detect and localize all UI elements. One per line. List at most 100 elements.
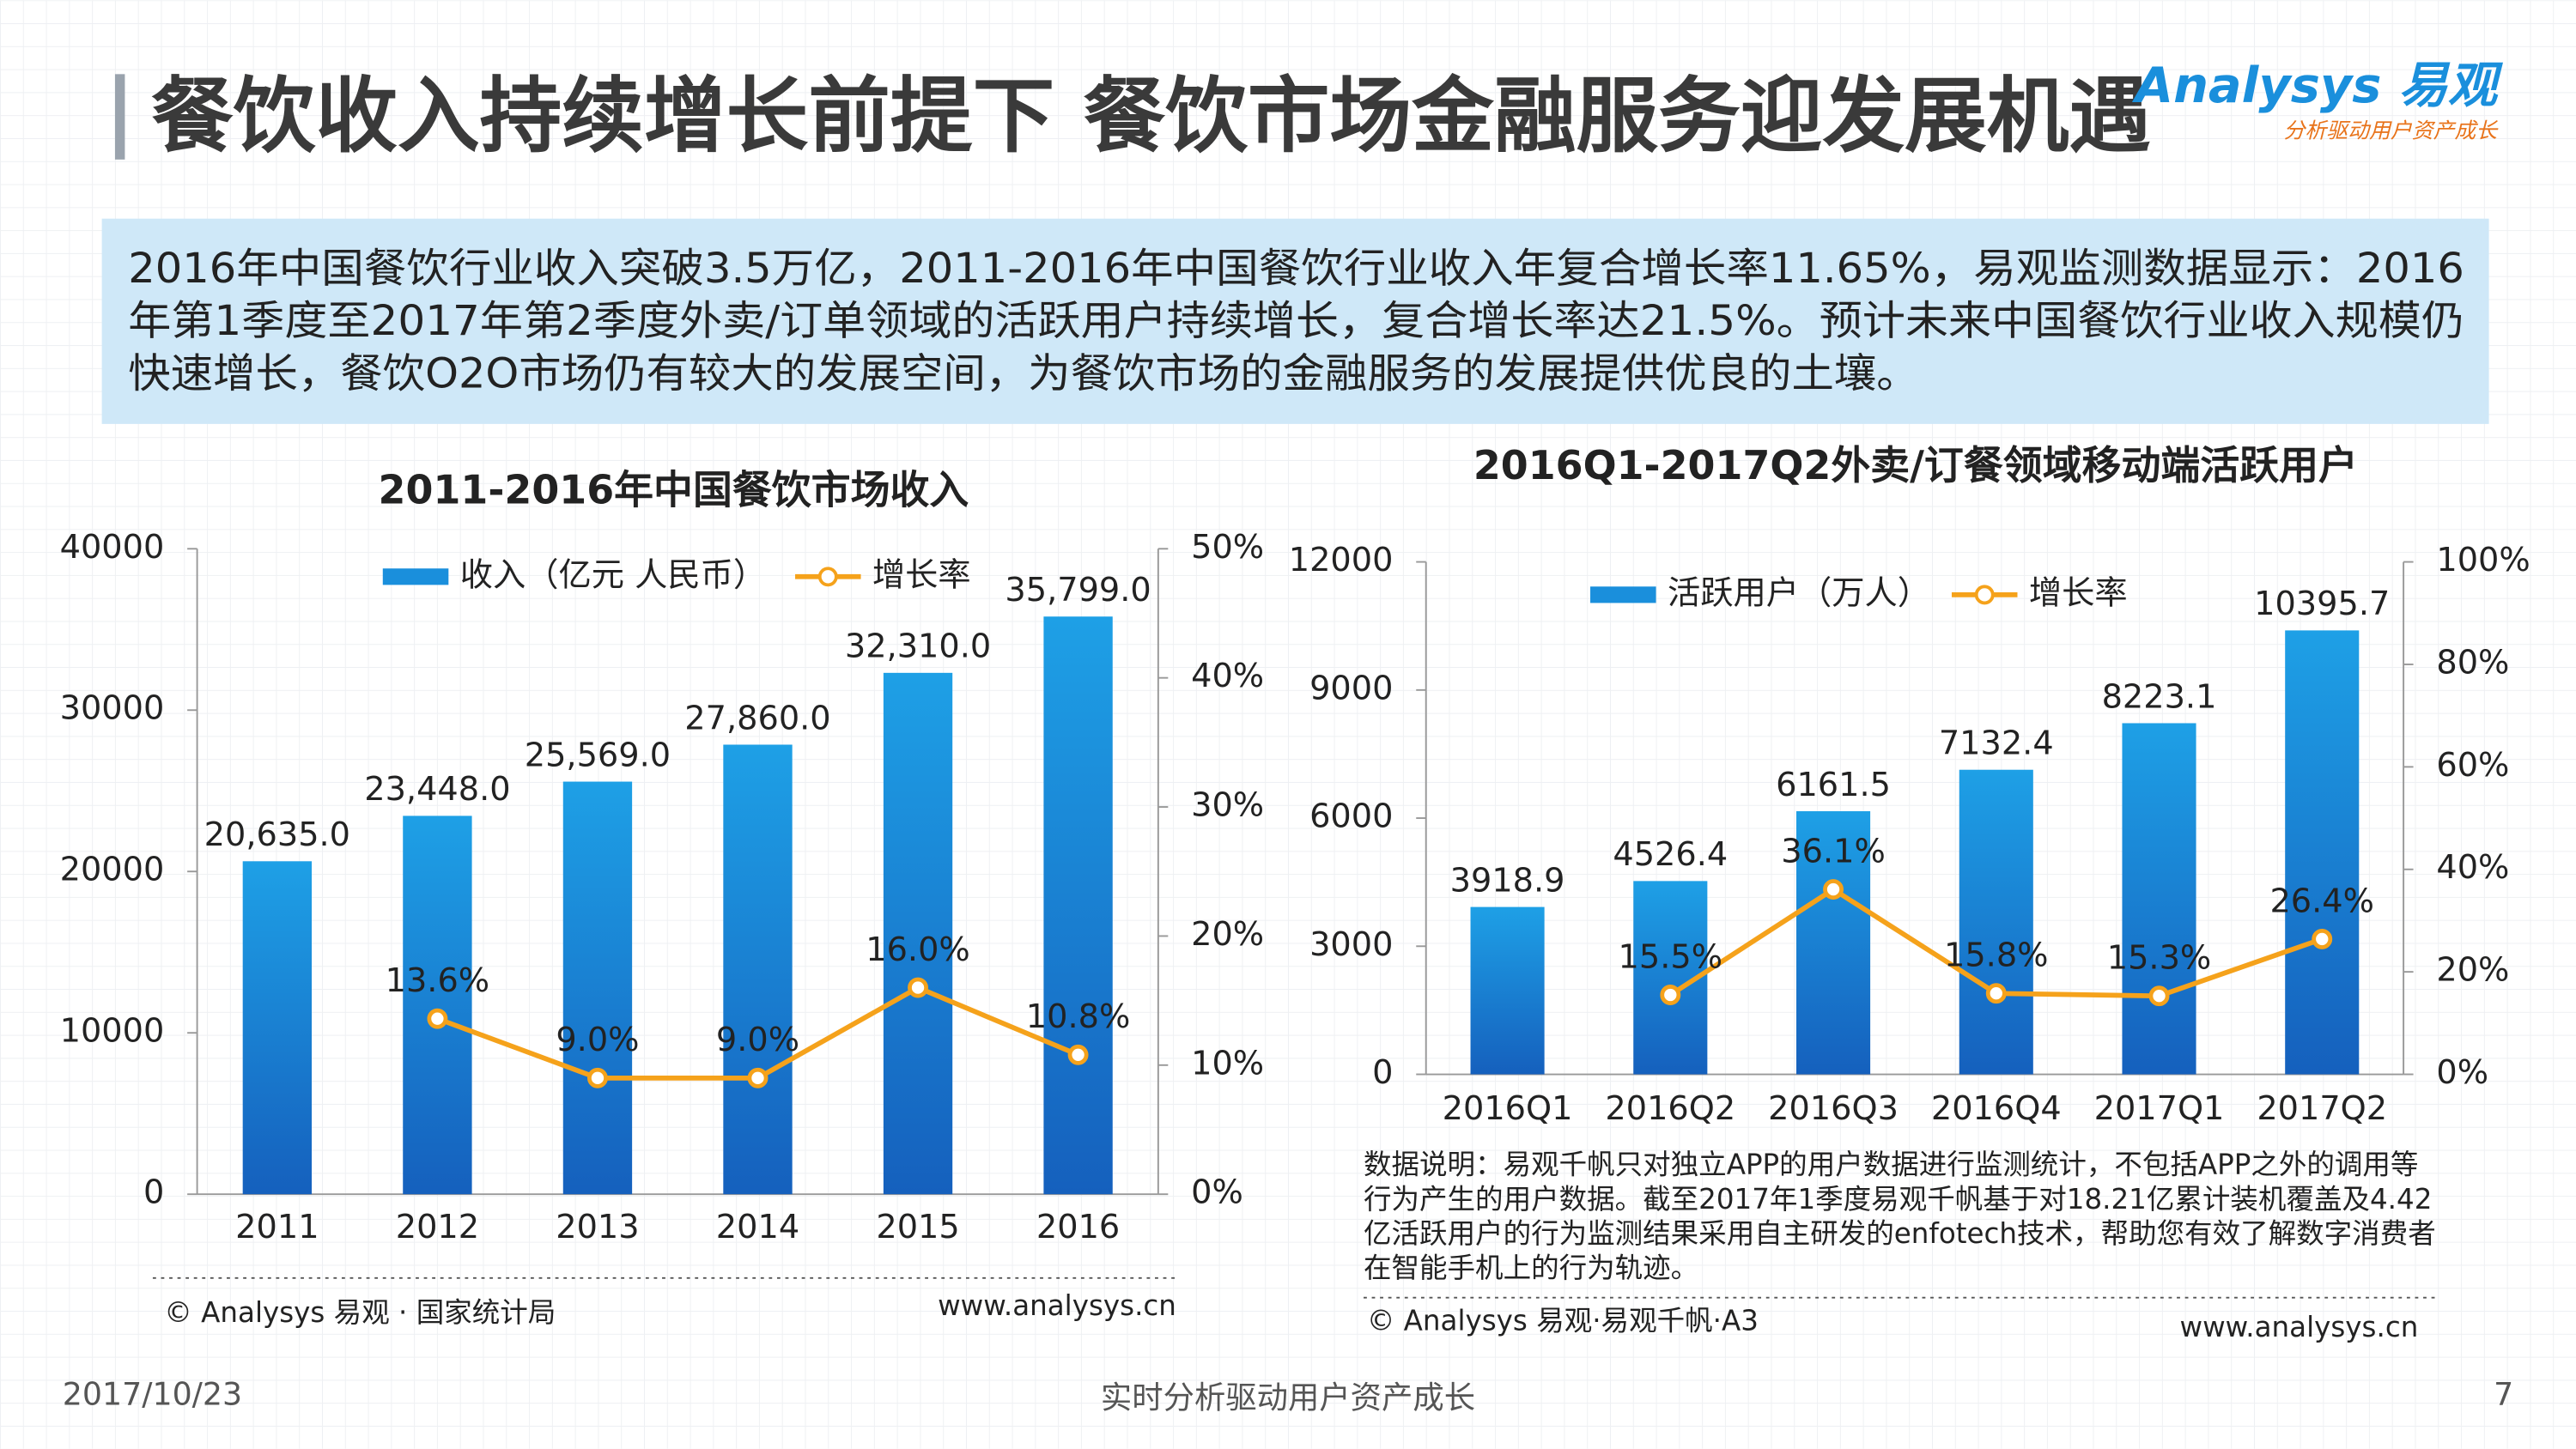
bar-label: 3918.9 [1450,861,1565,900]
bar-label: 23,448.0 [364,770,510,809]
note: 数据说明：易观千帆只对独立APP的用户数据进行监测统计，不包括APP之外的调用等 [1364,1149,2418,1181]
bar-label: 20,635.0 [204,815,350,854]
legend-label: 活跃用户（万人） [1668,573,1930,612]
bar [883,672,953,1195]
legend-swatch [382,568,449,585]
x-tick-label: 2016Q4 [1931,1089,2062,1128]
x-tick-label: 2013 [556,1208,639,1246]
website: www.analysys.cn [938,1289,1176,1322]
growth-label: 9.0% [716,1021,799,1059]
bar-label: 32,310.0 [845,627,991,666]
growth-label: 9.0% [556,1021,639,1059]
bar-label: 4526.4 [1613,835,1728,874]
y-tick-label: 0 [1372,1053,1393,1092]
bar-label: 8223.1 [2102,677,2217,716]
y2-tick-label: 10% [1191,1044,1264,1082]
x-tick-label: 2014 [716,1208,799,1246]
bar [2122,723,2196,1075]
note: 行为产生的用户数据。截至2017年1季度易观千帆基于对18.21亿累计装机覆盖及… [1364,1183,2432,1216]
growth-label: 15.5% [1619,937,1723,976]
x-tick-label: 2016Q1 [1443,1089,1573,1128]
website: www.analysys.cn [2180,1311,2419,1343]
growth-point [2148,985,2170,1007]
growth-label: 26.4% [2269,882,2374,920]
y-tick-label: 3000 [1309,925,1393,964]
x-tick-label: 2011 [235,1208,319,1246]
growth-label: 15.3% [2107,939,2212,978]
growth-point [1067,1044,1089,1065]
x-tick-label: 2015 [876,1208,959,1246]
logo: Analysys 易观 [2132,57,2504,114]
bar [1043,616,1113,1195]
growth-label: 36.1% [1781,832,1886,870]
bar-label: 10395.7 [2254,585,2390,623]
bar-label: 25,569.0 [525,736,671,774]
summary-line: 快速增长，餐饮O2O市场仍有较大的发展空间，为餐饮市场的金融服务的发展提供优良的… [128,350,1918,397]
title-accent [114,74,125,160]
bar-label: 7132.4 [1939,724,2054,763]
growth-label: 16.0% [866,931,970,969]
bar-label: 35,799.0 [1005,571,1151,609]
chart-title: 2016Q1-2017Q2外卖/订餐领域移动端活跃用户 [1473,442,2358,488]
y-tick-label: 12000 [1289,541,1394,579]
y-tick-label: 20000 [60,851,165,889]
source: © Analysys 易观 · 国家统计局 [164,1296,556,1329]
y2-tick-label: 30% [1191,786,1264,825]
footer-date: 2017/10/23 [63,1376,242,1413]
bar [242,861,313,1195]
x-tick-label: 2012 [396,1208,479,1246]
note: 亿活跃用户的行为监测结果采用自主研发的enfotech技术，帮助您有效了解数字消… [1364,1217,2436,1250]
page-title: 餐饮收入持续增长前提下 餐饮市场金融服务迎发展机遇 [151,68,2151,164]
y2-tick-label: 20% [2436,951,2509,990]
bar [1795,811,1871,1075]
growth-point [427,1008,448,1029]
y-tick-label: 6000 [1309,797,1393,836]
growth-point [908,977,928,998]
y-tick-label: 30000 [60,689,165,728]
y2-tick-label: 60% [2436,746,2509,785]
legend-label: 收入（亿元 人民币） [460,555,766,594]
summary-line: 年第1季度至2017年第2季度外卖/订单领域的活跃用户持续增长，复合增长率达21… [128,298,2464,345]
logo-tagline: 分析驱动用户资产成长 [2284,118,2500,142]
y2-tick-label: 40% [1191,657,1264,695]
y2-tick-label: 80% [2436,643,2509,682]
bar-label: 6161.5 [1776,766,1891,804]
legend-swatch [817,567,838,587]
y-tick-label: 9000 [1309,669,1393,707]
y-tick-label: 0 [143,1173,164,1212]
bar [562,781,633,1195]
source: © Analysys 易观·易观千帆·A3 [1367,1304,1759,1337]
legend-swatch [1590,586,1656,603]
growth-point [747,1067,769,1088]
bar [1470,906,1545,1075]
bar [723,744,793,1195]
x-tick-label: 2017Q1 [2094,1089,2225,1128]
summary-line: 2016年中国餐饮行业收入突破3.5万亿，2011-2016年中国餐饮行业收入年… [128,246,2464,293]
bar [403,815,472,1195]
y2-tick-label: 50% [1191,528,1264,567]
note: 在智能手机上的行为轨迹。 [1364,1252,1698,1284]
x-tick-label: 2016Q3 [1768,1089,1899,1128]
bar [1959,769,2033,1075]
y2-tick-label: 20% [1191,915,1264,954]
x-tick-label: 2017Q2 [2257,1089,2387,1128]
y2-tick-label: 0% [2436,1053,2488,1092]
growth-label: 13.6% [386,961,490,1000]
footer-slogan: 实时分析驱动用户资产成长 [1101,1379,1475,1416]
x-tick-label: 2016 [1036,1208,1120,1246]
legend-label: 增长率 [872,555,971,594]
y2-tick-label: 40% [2436,848,2509,887]
legend-label: 增长率 [2029,573,2128,612]
bar-label: 27,860.0 [684,699,830,737]
y2-tick-label: 0% [1191,1173,1243,1212]
summary-box [101,218,2489,424]
y-tick-label: 10000 [60,1012,165,1051]
chart-title: 2011-2016年中国餐饮市场收入 [379,467,969,513]
growth-point [2312,928,2333,949]
growth-point [1660,985,1681,1005]
y2-tick-label: 100% [2436,541,2530,579]
growth-label: 15.8% [1944,937,2049,975]
y-tick-label: 40000 [60,528,165,567]
legend-swatch [1974,585,1995,605]
growth-point [1985,983,2007,1004]
